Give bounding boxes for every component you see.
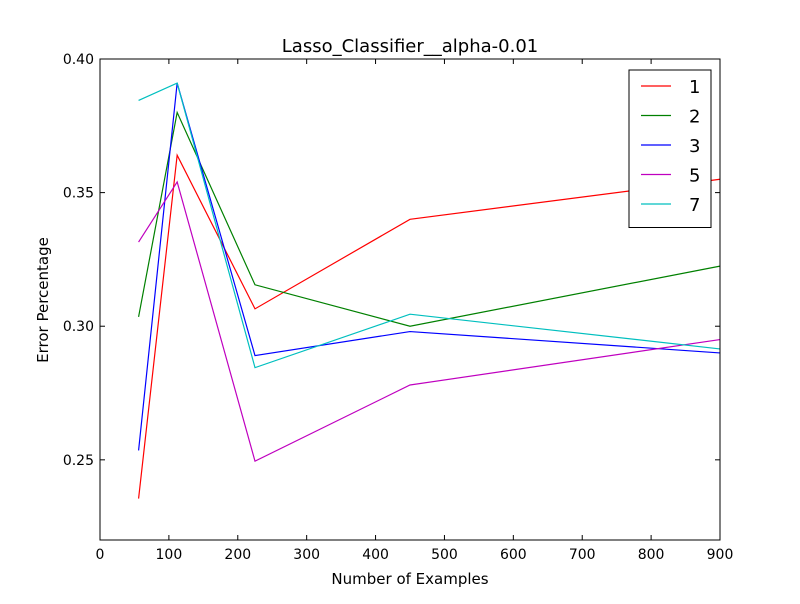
x-tick-label: 500 [431, 547, 458, 563]
y-tick-label: 0.25 [63, 453, 94, 469]
axes-frame [99, 58, 721, 541]
legend-label: 3 [689, 136, 700, 157]
legend-box [628, 69, 712, 228]
x-axis-label: Number of Examples [331, 570, 488, 588]
x-tick-label: 100 [156, 547, 183, 563]
x-tick-label: 900 [707, 547, 734, 563]
legend-label: 2 [689, 107, 700, 128]
x-tick-label: 200 [224, 547, 251, 563]
x-tick-label: 300 [293, 547, 320, 563]
x-tick-label: 0 [96, 547, 105, 563]
x-tick-label: 600 [500, 547, 527, 563]
plot-area: 0 100 200 300 400 500 600 700 800 900 0.25 0.30 0.35… [63, 52, 734, 563]
x-tick-label: 700 [569, 547, 596, 563]
series-line-3 [137, 82, 721, 451]
series-line-1 [137, 153, 721, 499]
chart-title: Lasso_Classifier__alpha-0.01 [282, 36, 538, 57]
x-tick-label: 400 [362, 547, 389, 563]
y-axis-label: Error Percentage [34, 237, 52, 363]
series-line-7 [138, 82, 721, 369]
series-line-2 [137, 110, 721, 327]
series-line-5 [138, 180, 721, 463]
x-tick-label: 800 [638, 547, 665, 563]
y-tick-label: 0.30 [63, 319, 94, 335]
legend-label: 5 [689, 166, 700, 187]
legend-label: 1 [689, 77, 700, 98]
y-tick-label: 0.40 [63, 52, 94, 68]
y-tick-label: 0.35 [63, 186, 94, 202]
legend-label: 7 [689, 195, 700, 216]
